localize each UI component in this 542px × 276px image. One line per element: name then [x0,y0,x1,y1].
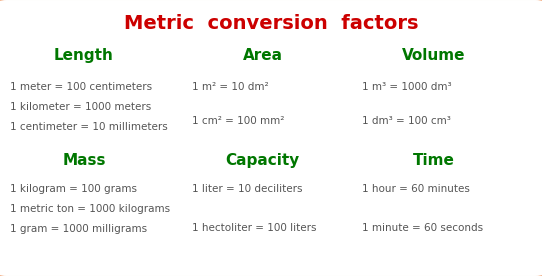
Text: 1 minute = 60 seconds: 1 minute = 60 seconds [362,223,483,233]
Text: 1 cm² = 100 mm²: 1 cm² = 100 mm² [192,116,285,126]
Text: 1 dm³ = 100 cm³: 1 dm³ = 100 cm³ [362,116,451,126]
Text: 1 kilometer = 1000 meters: 1 kilometer = 1000 meters [10,102,151,112]
Text: 1 hour = 60 minutes: 1 hour = 60 minutes [362,184,470,194]
Text: 1 meter = 100 centimeters: 1 meter = 100 centimeters [10,82,152,92]
Text: 1 hectoliter = 100 liters: 1 hectoliter = 100 liters [192,223,317,233]
Text: Time: Time [412,153,455,168]
Text: 1 m² = 10 dm²: 1 m² = 10 dm² [192,82,269,92]
Text: 1 gram = 1000 milligrams: 1 gram = 1000 milligrams [10,224,147,234]
Text: Volume: Volume [402,48,466,63]
Text: 1 metric ton = 1000 kilograms: 1 metric ton = 1000 kilograms [10,204,170,214]
Text: 1 m³ = 1000 dm³: 1 m³ = 1000 dm³ [362,82,451,92]
Text: Mass: Mass [62,153,106,168]
Text: Area: Area [243,48,283,63]
Text: 1 centimeter = 10 millimeters: 1 centimeter = 10 millimeters [10,122,167,132]
Text: Metric  conversion  factors: Metric conversion factors [124,14,418,33]
Text: Length: Length [54,48,114,63]
Text: 1 kilogram = 100 grams: 1 kilogram = 100 grams [10,184,137,194]
Text: 1 liter = 10 deciliters: 1 liter = 10 deciliters [192,184,303,194]
Text: Capacity: Capacity [226,153,300,168]
